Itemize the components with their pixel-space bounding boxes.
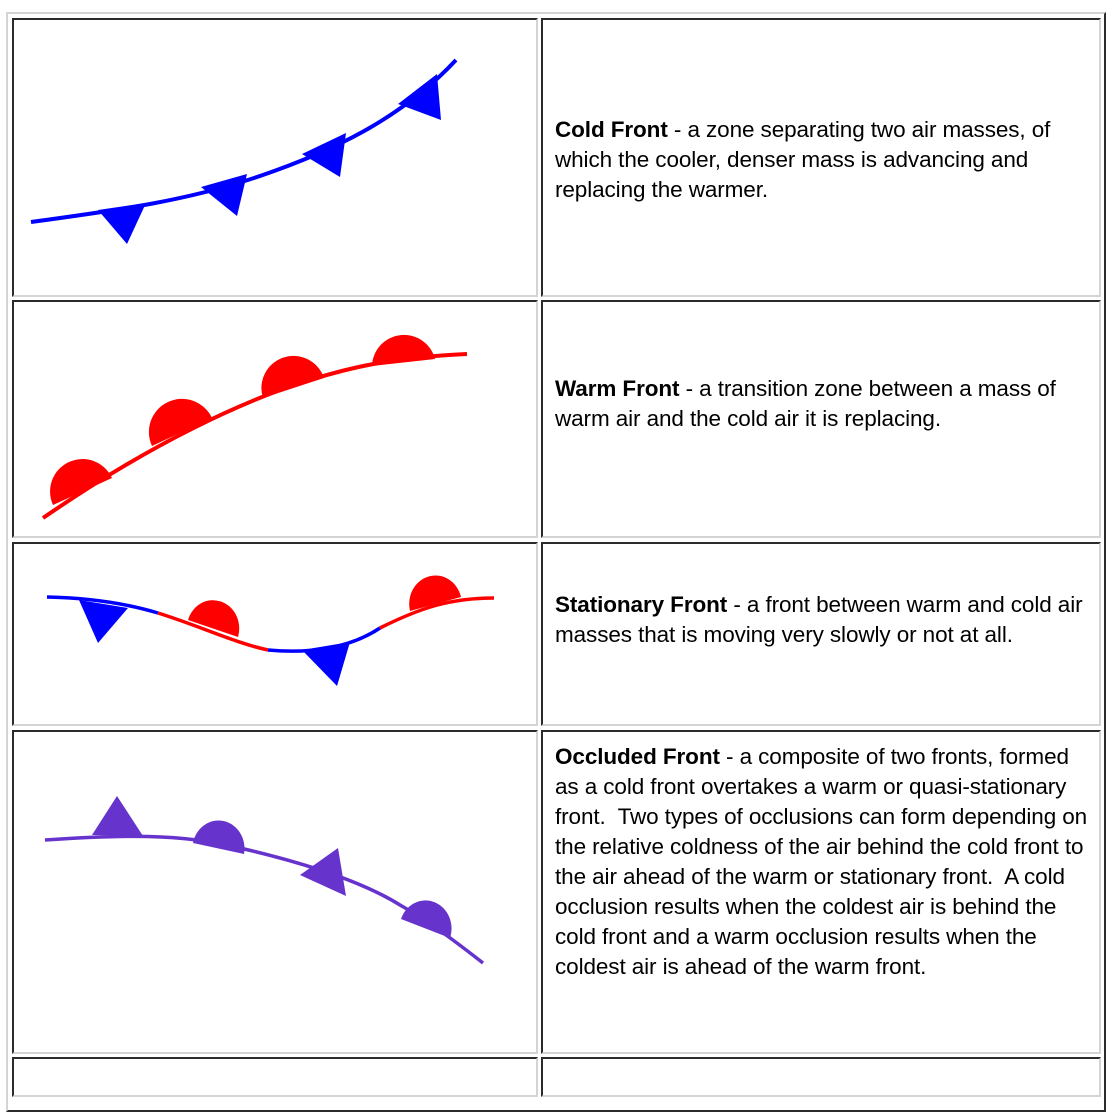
cold-front-symbol-cell xyxy=(12,18,538,297)
cold-front-description: Cold Front - a zone separating two air m… xyxy=(555,117,1051,202)
cold-front-symbol-icon xyxy=(30,58,458,244)
cold-front-definition: a zone separating two air masses, of whi… xyxy=(555,117,1051,202)
stationary-front-description-cell: Stationary Front - a front between warm … xyxy=(541,542,1101,726)
stationary-front-description: Stationary Front - a front between warm … xyxy=(555,592,1083,647)
occluded-front-description-cell: Occluded Front - a composite of two fron… xyxy=(541,730,1101,1054)
occluded-front-definition: a composite of two fronts, formed as a c… xyxy=(555,744,1094,979)
stationary-front-definition: a front between warm and cold air masses… xyxy=(555,592,1083,647)
warm-front-term: Warm Front xyxy=(555,376,680,401)
occluded-front-description: Occluded Front - a composite of two fron… xyxy=(555,744,1094,979)
warm-front-symbol-cell xyxy=(12,300,538,538)
cold-front-term: Cold Front xyxy=(555,117,668,142)
warm-front-symbol-icon xyxy=(41,334,468,520)
stationary-front-symbol-icon xyxy=(46,575,495,686)
stationary-front-term: Stationary Front xyxy=(555,592,728,617)
cold-front-description-cell: Cold Front - a zone separating two air m… xyxy=(541,18,1101,297)
stationary-front-symbol-cell xyxy=(12,542,538,726)
next-row-description-cell xyxy=(541,1057,1101,1097)
warm-front-definition: a transition zone between a mass of warm… xyxy=(555,376,1056,431)
occluded-front-term: Occluded Front xyxy=(555,744,720,769)
warm-front-description-cell: Warm Front - a transition zone between a… xyxy=(541,300,1101,538)
occluded-front-symbol-icon xyxy=(44,796,485,965)
next-row-symbol-cell xyxy=(12,1057,538,1097)
occluded-front-symbol-cell xyxy=(12,730,538,1054)
warm-front-description: Warm Front - a transition zone between a… xyxy=(555,376,1056,431)
